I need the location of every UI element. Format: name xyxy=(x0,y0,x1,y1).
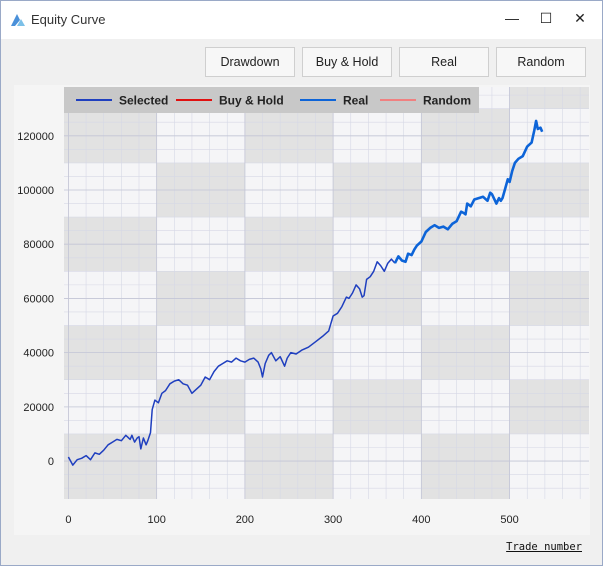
x-tick-label: 100 xyxy=(147,514,165,526)
y-tick-label: 60000 xyxy=(23,293,54,305)
grid-band xyxy=(421,433,510,499)
close-icon: ✕ xyxy=(574,9,586,26)
x-tick-label: 500 xyxy=(500,514,518,526)
x-tick-label: 400 xyxy=(412,514,430,526)
equity-chart: 0 20000 40000 60000 80000 100000 120000 0 100 200… xyxy=(14,85,590,535)
grid-band xyxy=(244,433,334,499)
y-tick-label: 120000 xyxy=(17,131,54,143)
x-tick-label: 0 xyxy=(65,514,71,526)
buy-hold-button[interactable]: Buy & Hold xyxy=(302,47,392,77)
y-tick-label: 100000 xyxy=(17,185,54,197)
random-button[interactable]: Random xyxy=(496,47,586,77)
y-tick-label: 20000 xyxy=(23,402,54,414)
title-bar: Equity Curve — ☐ ✕ xyxy=(1,1,602,39)
legend-label: Real xyxy=(343,94,368,108)
grid-band xyxy=(509,87,589,109)
legend-label: Random xyxy=(423,94,471,108)
x-tick-label: 300 xyxy=(324,514,342,526)
legend-label: Buy & Hold xyxy=(219,94,284,108)
y-tick-label: 40000 xyxy=(23,348,54,360)
minimize-icon: — xyxy=(505,10,519,26)
window-title: Equity Curve xyxy=(31,12,106,27)
drawdown-button[interactable]: Drawdown xyxy=(205,47,295,77)
series-line-real xyxy=(393,119,544,264)
close-button[interactable]: ✕ xyxy=(563,1,597,35)
legend-label: Selected xyxy=(119,94,168,108)
minimize-button[interactable]: — xyxy=(495,1,529,35)
series-line-selected xyxy=(67,258,396,466)
x-axis-label: Trade number xyxy=(506,541,582,553)
y-tick-label: 0 xyxy=(48,456,54,468)
y-tick-label: 80000 xyxy=(23,239,54,251)
app-logo-icon xyxy=(11,14,25,26)
maximize-button[interactable]: ☐ xyxy=(529,1,563,35)
maximize-icon: ☐ xyxy=(539,9,553,26)
real-button[interactable]: Real xyxy=(399,47,489,77)
x-tick-label: 200 xyxy=(236,514,254,526)
